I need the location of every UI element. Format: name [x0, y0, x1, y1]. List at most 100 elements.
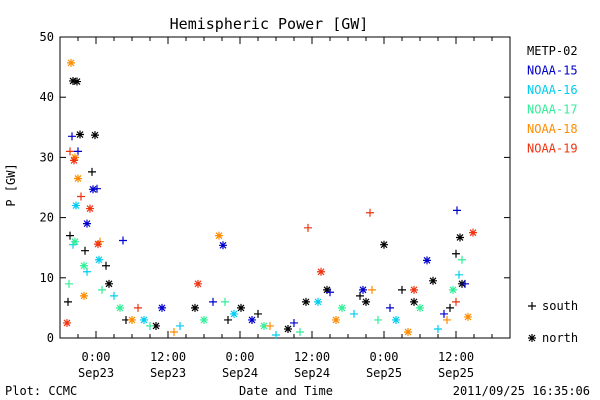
data-point-north [194, 279, 202, 288]
data-point-south [146, 321, 154, 330]
data-point-south [66, 231, 74, 240]
data-point-south [304, 223, 312, 232]
axis-ticks: 0 10 20 30 40 50 0:00 Sep23 12:00 Sep23 0:00 Sep24 1… [40, 30, 511, 380]
data-point-south [272, 330, 280, 339]
data-point-south [266, 321, 274, 330]
data-point-north [392, 315, 400, 324]
x-tick-time-label: 0:00 [82, 350, 111, 364]
data-point-north [91, 131, 99, 140]
y-tick-label: 0 [47, 331, 54, 345]
data-point-north [200, 315, 208, 324]
x-tick-date-label: Sep24 [222, 366, 258, 380]
data-point-north [80, 291, 88, 300]
data-point-south [458, 255, 466, 264]
data-point-south [453, 206, 461, 215]
x-tick-date-label: Sep23 [78, 366, 114, 380]
data-point-south [368, 285, 376, 294]
data-point-north [191, 303, 199, 312]
data-point-south [461, 279, 469, 288]
data-point-north [116, 303, 124, 312]
data-point-south [434, 324, 442, 333]
data-point-south [119, 236, 127, 245]
data-point-south [528, 302, 536, 310]
x-tick-time-label: 12:00 [150, 350, 186, 364]
data-point-north [86, 204, 94, 213]
data-point-north [323, 285, 331, 294]
data-point-north [152, 321, 160, 330]
data-point-north [158, 303, 166, 312]
data-point-south [134, 303, 142, 312]
y-axis-label: P [GW] [4, 163, 18, 206]
data-point-south [66, 147, 74, 156]
data-point-south [64, 297, 72, 306]
plot-frame [59, 36, 511, 339]
data-point-south [296, 327, 304, 336]
data-point-north [128, 315, 136, 324]
data-point-south [455, 270, 463, 279]
chart-title: Hemispheric Power [GW] [170, 15, 369, 33]
data-point-south [443, 315, 451, 324]
data-point-north [314, 297, 322, 306]
x-axis-label: Date and Time [239, 384, 333, 398]
data-point-south [446, 303, 454, 312]
x-tick-time-label: 12:00 [294, 350, 330, 364]
y-tick-label: 10 [40, 271, 54, 285]
data-point-north [410, 297, 418, 306]
data-point-north [80, 261, 88, 270]
legend-entry: NOAA-17 [527, 103, 578, 117]
data-point-south [452, 297, 460, 306]
data-point-north [469, 228, 477, 237]
data-point-north [73, 77, 81, 86]
data-point-south [254, 309, 262, 318]
data-point-south [65, 279, 73, 288]
data-point-north [429, 276, 437, 285]
data-point-north [260, 321, 268, 330]
data-point-north [83, 219, 91, 228]
data-point-south [224, 315, 232, 324]
data-point-north [95, 255, 103, 264]
x-tick-date-label: Sep25 [438, 366, 474, 380]
data-point-north [423, 256, 431, 265]
data-point-north [94, 240, 102, 249]
data-point-south [98, 285, 106, 294]
marker-legend-label: north [542, 331, 578, 345]
data-point-north [449, 285, 457, 294]
data-point-south [93, 184, 101, 193]
data-point-north [72, 201, 80, 210]
y-tick-label: 40 [40, 90, 54, 104]
legend-entry: NOAA-15 [527, 64, 578, 78]
data-point-north [69, 76, 77, 85]
legend: METP-02 NOAA-15 NOAA-16 NOAA-17 NOAA-18 NOAA-… [527, 44, 578, 345]
data-point-north [70, 156, 78, 165]
data-point-south [374, 315, 382, 324]
data-point-north [140, 315, 148, 324]
data-point-south [110, 291, 118, 300]
y-tick-label: 30 [40, 150, 54, 164]
data-points [63, 58, 477, 339]
legend-entry: METP-02 [527, 44, 578, 58]
data-point-north [215, 231, 223, 240]
data-point-north [219, 241, 227, 250]
data-point-north [456, 233, 464, 242]
x-tick-time-label: 0:00 [370, 350, 399, 364]
data-point-south [81, 246, 89, 255]
data-point-south [221, 297, 229, 306]
y-tick-label: 50 [40, 30, 54, 44]
data-point-north [63, 318, 71, 327]
data-point-north [89, 185, 97, 194]
data-point-north [237, 303, 245, 312]
data-point-south [452, 249, 460, 258]
data-point-north [332, 315, 340, 324]
data-point-north [380, 240, 388, 249]
plot-credit: Plot: CCMC [5, 384, 77, 398]
data-point-south [74, 147, 82, 156]
data-point-north [230, 309, 238, 318]
y-tick-label: 20 [40, 211, 54, 225]
legend-entry: NOAA-16 [527, 83, 578, 97]
data-point-north [404, 327, 412, 336]
data-point-south [440, 309, 448, 318]
data-point-south [170, 327, 178, 336]
data-point-north [105, 279, 113, 288]
x-tick-time-label: 12:00 [438, 350, 474, 364]
